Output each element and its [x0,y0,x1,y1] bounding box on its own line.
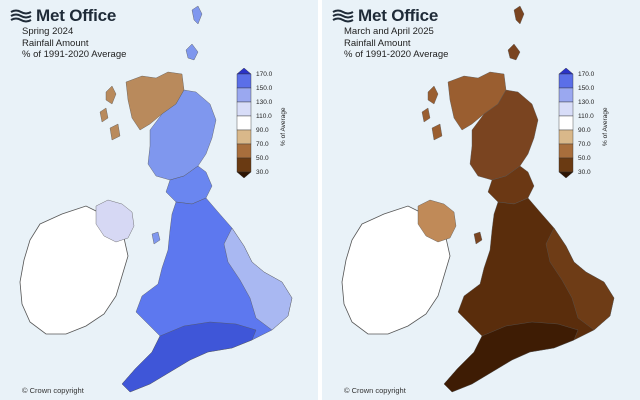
legend-colour-band [558,68,574,75]
legend-tick: 150.0 [578,85,595,92]
legend-tick: 170.0 [256,71,273,78]
legend-tick: 50.0 [256,155,269,162]
england-south [121,321,257,393]
caption-variable: Rainfall Amount [22,37,89,49]
scotland-southeast [165,165,213,205]
island [105,85,117,105]
map-caption: March and April 2025 Rainfall Amount % o… [344,26,448,61]
legend-colour-band [558,87,574,103]
island [151,231,161,245]
legend-colour-band [236,101,252,117]
brand-name: Met Office [36,6,117,25]
legend-colour-band [558,115,574,131]
legend-tick: 170.0 [578,71,595,78]
legend-tick: 90.0 [256,127,269,134]
scotland-central [469,89,539,181]
island [431,123,443,141]
legend-colour-band [558,101,574,117]
met-office-waves-icon [10,9,32,23]
england-south [443,321,579,393]
island [421,107,431,123]
caption-baseline: % of 1991-2020 Average [22,49,127,60]
legend-colour-band [558,143,574,159]
legend-tick: 110.0 [578,113,594,120]
met-office-logo: Met Office [10,6,116,26]
met-office-waves-icon [332,9,354,23]
island [99,107,109,123]
legend-colour-band [236,73,252,89]
legend-tick: 30.0 [256,169,269,176]
legend-colour-band [236,68,252,75]
panel-divider [318,0,322,400]
caption-period: Spring 2024 [22,26,74,37]
scotland-southeast [487,165,535,205]
legend-tick: 70.0 [578,141,591,148]
legend-colour-bar [558,68,574,178]
legend-colour-band [558,129,574,145]
legend-tick: 70.0 [256,141,269,148]
colour-legend: 170.0 150.0 130.0 110.0 90.0 70.0 50.0 3… [558,68,628,178]
colour-legend: 170.0 150.0 130.0 110.0 90.0 70.0 50.0 3… [236,68,306,178]
island [513,5,525,25]
caption-baseline: % of 1991-2020 Average [344,49,449,60]
met-office-logo: Met Office [332,6,438,26]
legend-tick: 130.0 [578,99,595,106]
legend-colour-band [558,157,574,173]
legend-colour-bar [236,68,252,178]
legend-tick: 110.0 [256,113,272,120]
england-east [223,227,293,331]
legend-colour-band [236,129,252,145]
brand-name: Met Office [358,6,439,25]
caption-variable: Rainfall Amount [344,37,411,49]
legend-title: % of Average [280,107,287,146]
legend-colour-band [236,87,252,103]
legend-colour-band [558,73,574,89]
rainfall-map-mar-apr-2025 [341,5,615,393]
legend-colour-band [236,157,252,173]
northern-ireland [417,199,457,243]
legend-colour-band [558,171,574,178]
legend-tick: 50.0 [578,155,591,162]
legend-tick: 130.0 [256,99,273,106]
left-map-panel: Met Office Spring 2024 Rainfall Amount %… [0,0,318,400]
copyright-notice: © Crown copyright [344,386,406,395]
legend-colour-band [236,143,252,159]
right-map-panel: Met Office March and April 2025 Rainfall… [322,0,640,400]
caption-period: March and April 2025 [344,26,434,37]
legend-tick: 150.0 [256,85,273,92]
legend-colour-band [236,115,252,131]
england-east [545,227,615,331]
island [185,43,199,61]
island [473,231,483,245]
legend-tick: 90.0 [578,127,591,134]
island [109,123,121,141]
copyright-notice: © Crown copyright [22,386,84,395]
legend-tick: 30.0 [578,169,591,176]
northern-ireland [95,199,135,243]
island [427,85,439,105]
map-caption: Spring 2024 Rainfall Amount % of 1991-20… [22,26,126,61]
island [191,5,203,25]
rainfall-map-spring-2024 [19,5,293,393]
legend-colour-band [236,171,252,178]
legend-title: % of Average [602,107,609,146]
scotland-central [147,89,217,181]
island [507,43,521,61]
